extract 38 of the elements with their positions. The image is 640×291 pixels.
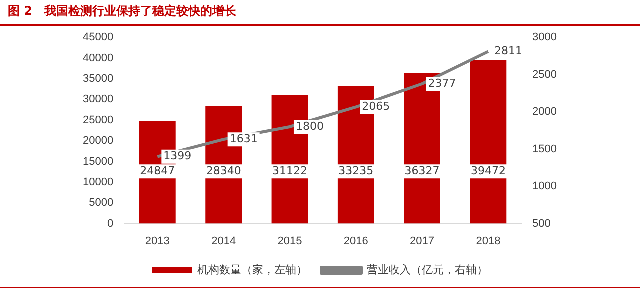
data-label: 39472 [470,164,506,178]
y2-tick-label: 500 [532,218,551,230]
data-label: 28340 [206,164,242,178]
y2-tick-label: 1500 [532,143,558,156]
x-tick-label: 2017 [410,235,435,248]
data-label: 1631 [230,132,258,146]
data-label: 31122 [272,164,308,178]
y-tick-label: 0 [107,218,114,230]
y-tick-label: 35000 [82,73,114,86]
data-label: 2377 [428,76,456,90]
x-tick-label: 2013 [145,235,170,248]
y-tick-label: 45000 [82,32,114,44]
data-label: 36327 [404,164,440,178]
y-tick-label: 25000 [82,114,114,126]
legend-label: 营业收入（亿元，右轴） [367,264,488,277]
x-tick-label: 2016 [344,235,368,248]
x-tick-label: 2015 [278,235,302,248]
y-tick-label: 10000 [82,176,114,188]
y-tick-label: 30000 [82,94,114,106]
data-label: 24847 [140,164,176,178]
data-label: 1800 [296,120,324,133]
y-tick-label: 15000 [82,156,114,168]
y-tick-label: 40000 [82,52,114,64]
bar [470,60,507,224]
y-tick-label: 20000 [82,135,114,148]
y2-tick-label: 3000 [532,32,558,44]
data-label: 33235 [338,164,374,178]
x-tick-label: 2018 [476,235,501,248]
y2-tick-label: 2000 [532,106,558,118]
y-tick-label: 5000 [89,197,114,210]
data-label: 1399 [164,150,192,163]
y2-tick-label: 2500 [532,68,558,81]
chart-title: 图 2 我国检测行业保持了稳定较快的增长 [8,3,237,20]
y2-tick-label: 1000 [532,180,558,193]
data-label: 2065 [362,100,390,114]
data-label: 2811 [494,44,522,58]
legend-label: 机构数量（家，左轴） [198,264,308,277]
x-tick-label: 2014 [212,235,236,248]
